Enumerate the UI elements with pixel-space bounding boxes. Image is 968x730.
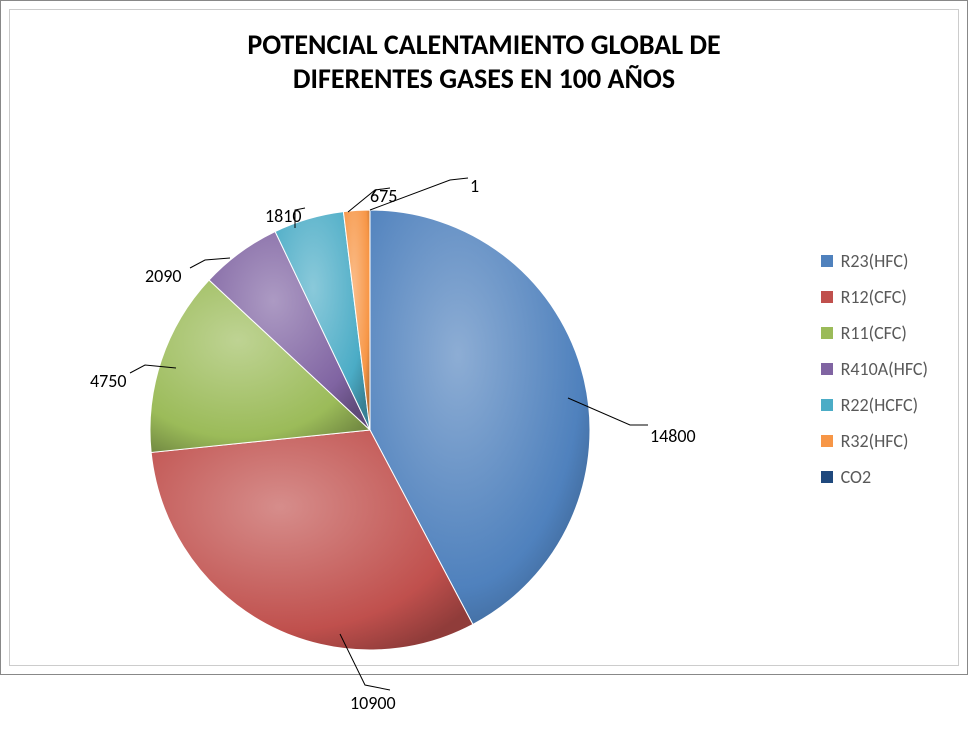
legend-swatch: [821, 435, 833, 447]
legend: R23(HFC) R12(CFC) R11(CFC) R410A(HFC) R22(HC…: [821, 250, 928, 502]
chart-container: POTENCIAL CALENTAMIENTO GLOBAL DEDIFEREN…: [0, 0, 968, 675]
legend-item: R23(HFC): [821, 250, 928, 272]
legend-label: CO2: [841, 466, 871, 488]
data-label: 2090: [145, 265, 182, 287]
data-label: 10900: [350, 692, 396, 714]
legend-swatch: [821, 363, 833, 375]
legend-item: R11(CFC): [821, 322, 928, 344]
legend-swatch: [821, 255, 833, 267]
legend-item: CO2: [821, 466, 928, 488]
chart-title: POTENCIAL CALENTAMIENTO GLOBAL DEDIFEREN…: [10, 10, 958, 95]
chart-title-line2: DIFERENTES GASES EN 100 AÑOS: [10, 62, 958, 96]
chart-title-line1: POTENCIAL CALENTAMIENTO GLOBAL DE: [10, 28, 958, 62]
legend-item: R32(HFC): [821, 430, 928, 452]
legend-swatch: [821, 291, 833, 303]
data-label: 14800: [650, 425, 696, 447]
legend-item: R410A(HFC): [821, 358, 928, 380]
legend-label: R410A(HFC): [841, 358, 928, 380]
legend-label: R11(CFC): [841, 322, 907, 344]
legend-swatch: [821, 471, 833, 483]
legend-swatch: [821, 399, 833, 411]
legend-label: R22(HCFC): [841, 394, 918, 416]
legend-label: R32(HFC): [841, 430, 909, 452]
legend-item: R22(HCFC): [821, 394, 928, 416]
legend-item: R12(CFC): [821, 286, 928, 308]
pie-svg: [70, 130, 670, 730]
data-label: 4750: [90, 370, 127, 392]
data-label: 1: [470, 175, 479, 197]
legend-label: R12(CFC): [841, 286, 907, 308]
data-label: 675: [370, 185, 397, 207]
data-label: 1810: [265, 205, 302, 227]
legend-swatch: [821, 327, 833, 339]
legend-label: R23(HFC): [841, 250, 909, 272]
pie-area: 14800109004750209018106751: [70, 130, 590, 650]
chart-plot-area: POTENCIAL CALENTAMIENTO GLOBAL DEDIFEREN…: [9, 9, 959, 666]
